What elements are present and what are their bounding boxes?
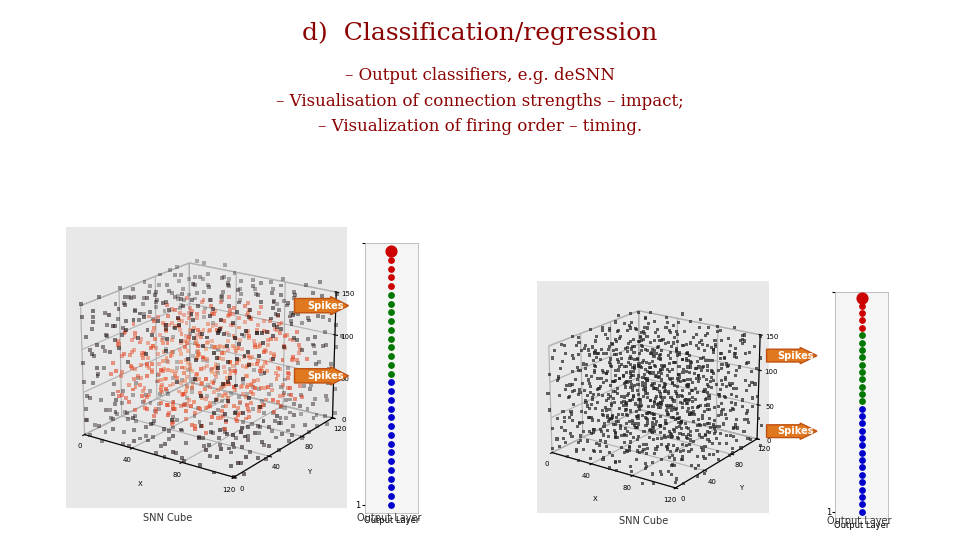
FancyArrow shape	[295, 367, 348, 385]
Point	[384, 501, 399, 509]
Point	[854, 485, 870, 494]
Text: – Output classifiers, e.g. de​SNN: – Output classifiers, e.g. de​SNN	[345, 68, 615, 84]
Point	[854, 382, 870, 391]
Point	[854, 507, 870, 516]
Point	[384, 334, 399, 343]
Point	[854, 411, 870, 420]
Point	[384, 387, 399, 395]
Point	[384, 430, 399, 439]
Point	[854, 316, 870, 325]
Point	[384, 361, 399, 369]
Point	[854, 470, 870, 479]
Point	[854, 323, 870, 332]
Text: – Visualization of firing order – timing.: – Visualization of firing order – timing…	[318, 118, 642, 135]
X-axis label: Output Layer: Output Layer	[834, 521, 889, 530]
Point	[384, 299, 399, 308]
Point	[384, 264, 399, 273]
Point	[384, 317, 399, 326]
Point	[384, 343, 399, 352]
Point	[854, 492, 870, 501]
Point	[384, 378, 399, 387]
Point	[854, 448, 870, 457]
Point	[854, 419, 870, 428]
Point	[384, 326, 399, 334]
Point	[854, 404, 870, 413]
X-axis label: Output Layer: Output Layer	[364, 516, 419, 525]
Point	[384, 404, 399, 413]
X-axis label: X: X	[137, 481, 142, 487]
Text: Spikes: Spikes	[307, 301, 344, 310]
Point	[384, 247, 399, 255]
Point	[854, 353, 870, 362]
Point	[854, 294, 870, 303]
Point	[384, 440, 399, 448]
Point	[854, 331, 870, 340]
Point	[384, 465, 399, 474]
Point	[384, 457, 399, 465]
Point	[384, 352, 399, 360]
FancyArrow shape	[767, 423, 817, 440]
Point	[384, 255, 399, 264]
Point	[384, 413, 399, 422]
Point	[854, 456, 870, 464]
Text: Spikes: Spikes	[778, 350, 814, 361]
Point	[854, 397, 870, 406]
Point	[854, 375, 870, 383]
Point	[854, 301, 870, 310]
Point	[384, 492, 399, 501]
Point	[854, 463, 870, 472]
Point	[854, 500, 870, 509]
Point	[854, 441, 870, 450]
Point	[384, 483, 399, 492]
Text: Output Layer: Output Layer	[827, 516, 892, 526]
Point	[384, 474, 399, 483]
Point	[854, 360, 870, 369]
Point	[384, 422, 399, 430]
Point	[854, 390, 870, 399]
Point	[384, 282, 399, 291]
Point	[854, 309, 870, 318]
Point	[384, 291, 399, 299]
Point	[854, 427, 870, 435]
Point	[854, 338, 870, 347]
Point	[384, 273, 399, 282]
Text: – Visualisation of connection strengths – impact;: – Visualisation of connection strengths …	[276, 93, 684, 110]
Point	[384, 369, 399, 378]
Point	[854, 346, 870, 354]
Text: d)  Classification/regression: d) Classification/regression	[302, 22, 658, 45]
Point	[384, 448, 399, 457]
X-axis label: X: X	[592, 496, 597, 502]
Y-axis label: Y: Y	[307, 469, 311, 475]
Point	[854, 434, 870, 442]
Text: SNN Cube: SNN Cube	[618, 516, 668, 526]
Point	[854, 478, 870, 487]
FancyArrow shape	[295, 296, 348, 315]
Text: SNN Cube: SNN Cube	[143, 513, 193, 523]
FancyArrow shape	[767, 347, 817, 364]
Point	[384, 308, 399, 316]
Point	[384, 396, 399, 404]
Text: Output Layer: Output Layer	[356, 513, 421, 523]
Y-axis label: Y: Y	[739, 485, 744, 491]
Point	[854, 368, 870, 376]
Text: Spikes: Spikes	[778, 426, 814, 436]
Text: Spikes: Spikes	[307, 371, 344, 381]
